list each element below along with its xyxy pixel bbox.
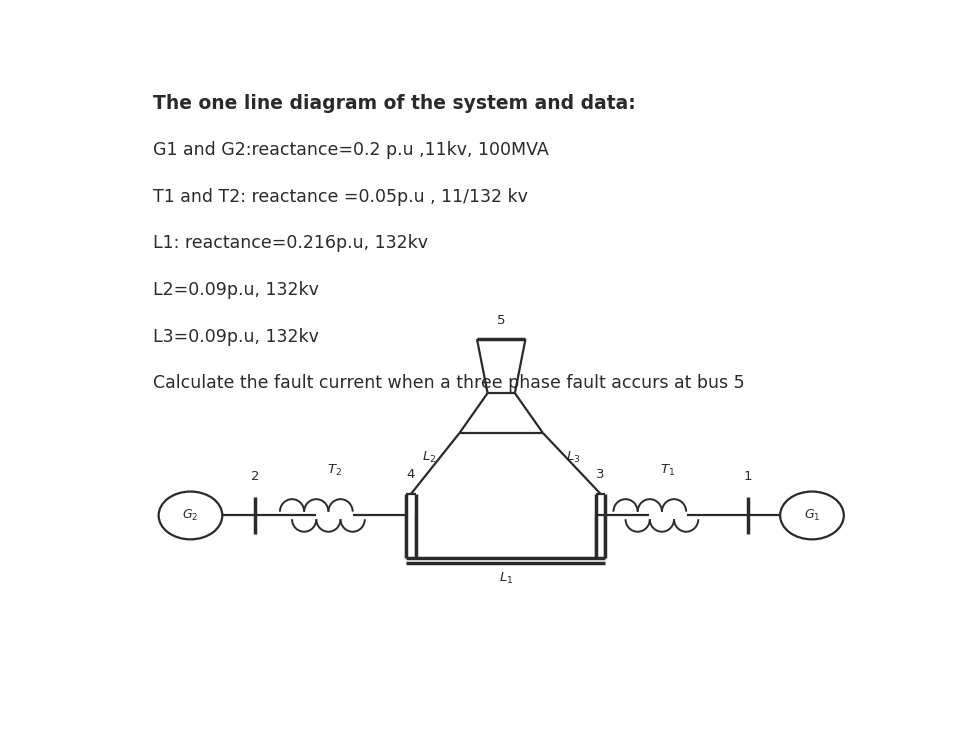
Text: 3: 3 [596,469,604,481]
Text: 1: 1 [743,470,751,483]
Text: 4: 4 [406,469,415,481]
Text: $L_2$: $L_2$ [422,450,436,466]
Text: $T_2$: $T_2$ [326,463,342,478]
Text: $G_1$: $G_1$ [803,508,820,523]
Text: $L_1$: $L_1$ [498,571,513,586]
Text: T1 and T2: reactance =0.05p.u , 11/132 kv: T1 and T2: reactance =0.05p.u , 11/132 k… [152,188,527,205]
Text: L2=0.09p.u, 132kv: L2=0.09p.u, 132kv [152,281,319,299]
Text: The one line diagram of the system and data:: The one line diagram of the system and d… [152,95,635,113]
Text: 5: 5 [496,313,505,327]
Text: G1 and G2:reactance=0.2 p.u ,11kv, 100MVA: G1 and G2:reactance=0.2 p.u ,11kv, 100MV… [152,141,548,159]
Text: $L_3$: $L_3$ [566,450,580,466]
Text: $T_1$: $T_1$ [659,463,675,478]
Text: Calculate the fault current when a three phase fault accurs at bus 5: Calculate the fault current when a three… [152,375,743,392]
Text: L1: reactance=0.216p.u, 132kv: L1: reactance=0.216p.u, 132kv [152,234,427,252]
Circle shape [780,491,843,539]
Circle shape [158,491,222,539]
Text: 2: 2 [250,470,259,483]
Text: L3=0.09p.u, 132kv: L3=0.09p.u, 132kv [152,327,319,346]
Text: $G_2$: $G_2$ [182,508,198,523]
